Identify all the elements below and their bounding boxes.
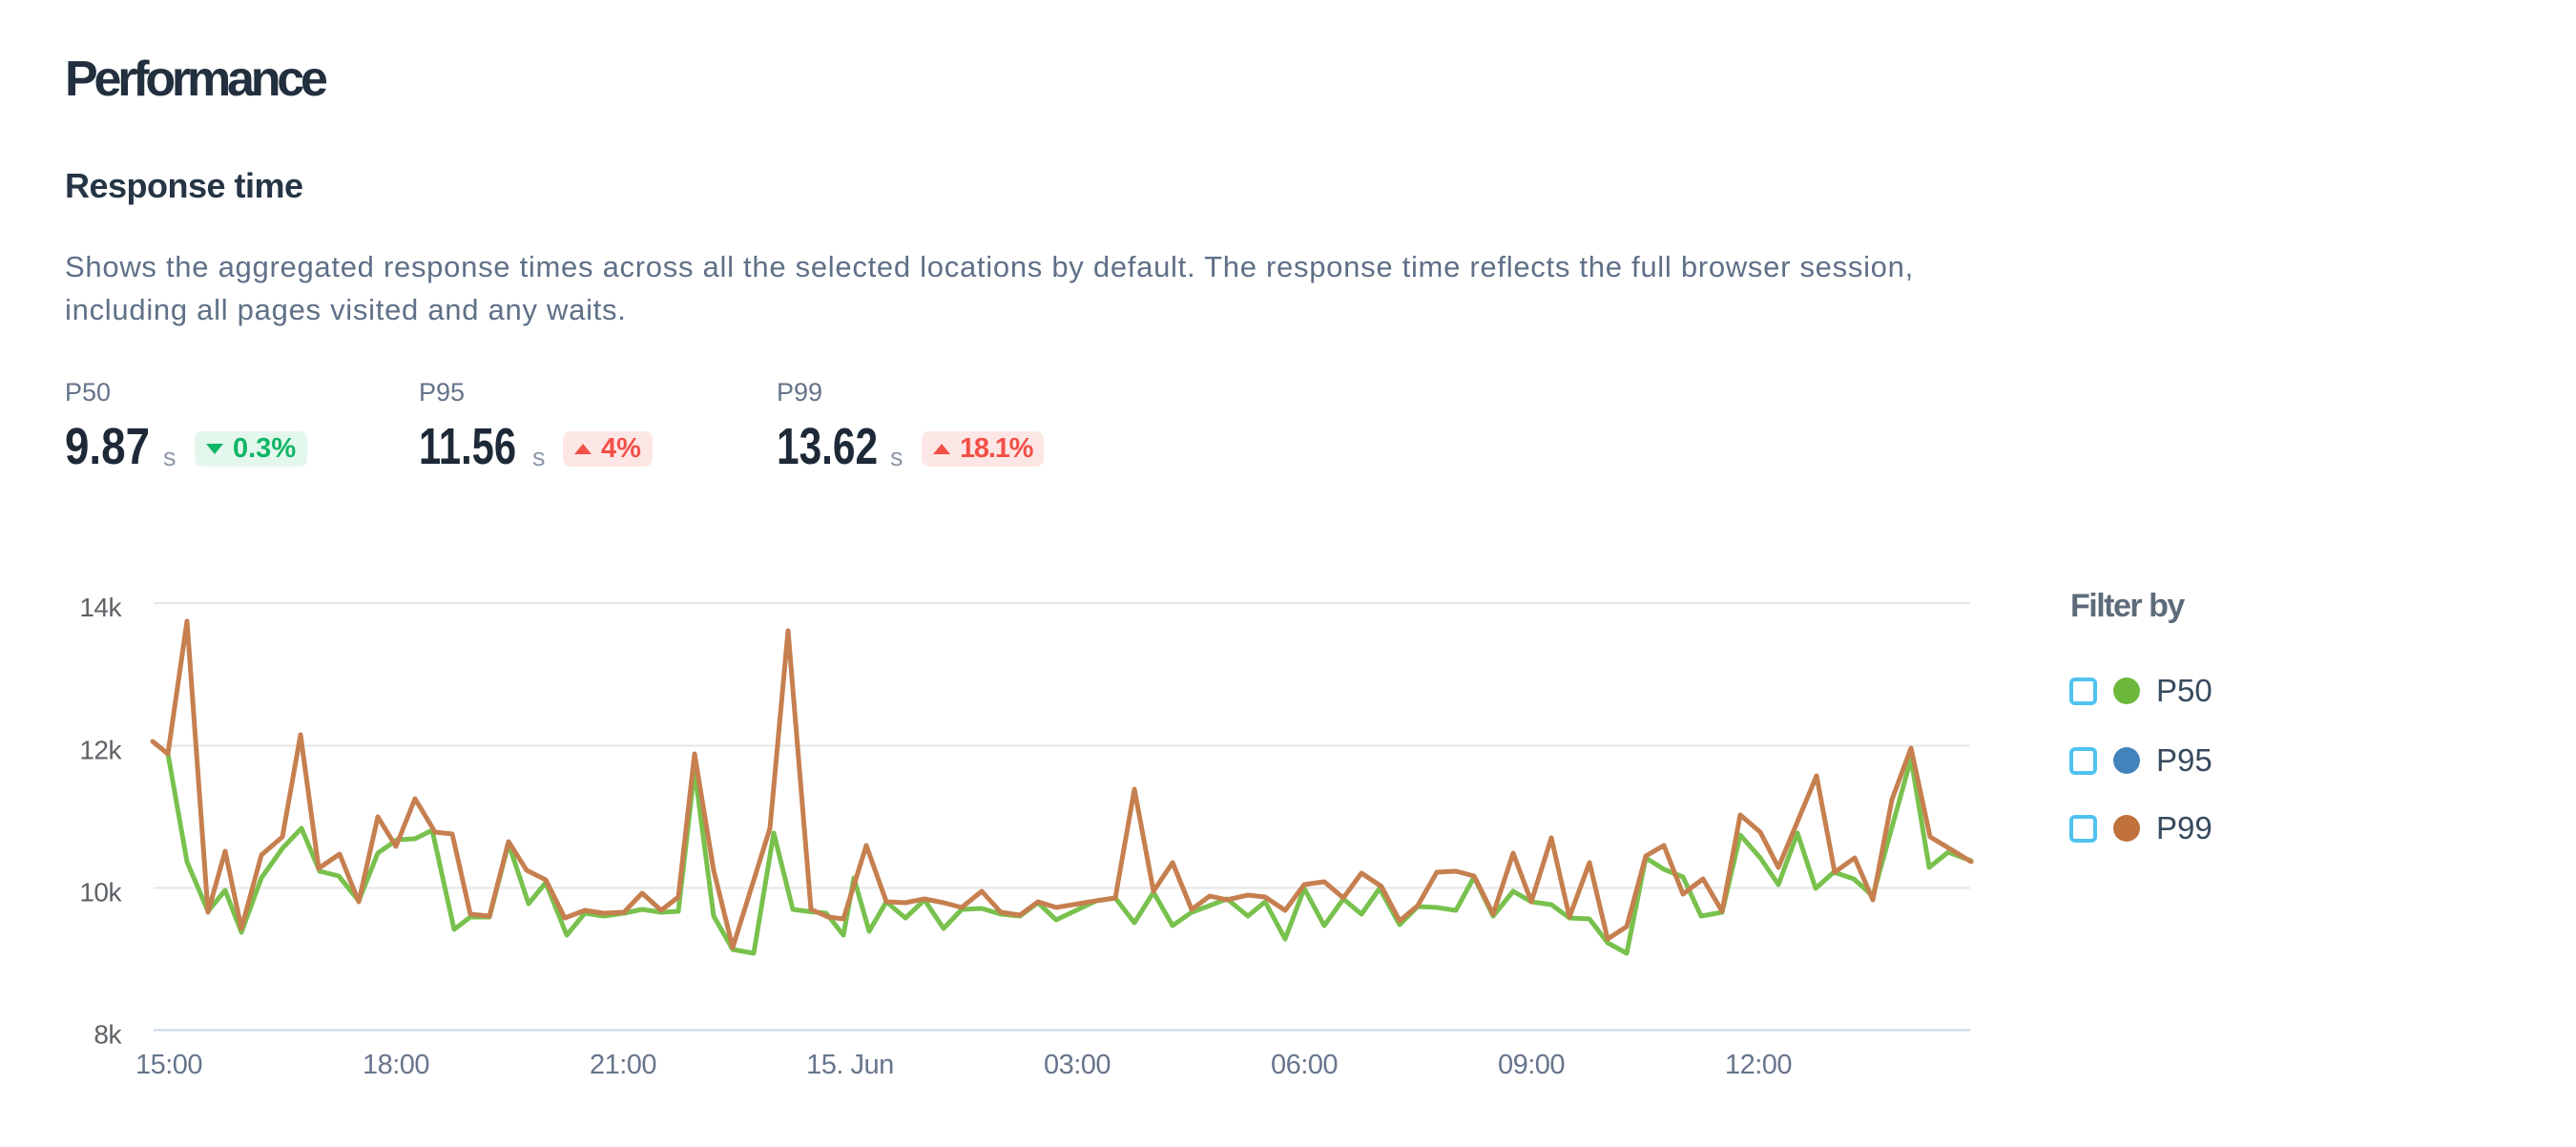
svg-text:8k: 8k — [93, 1020, 122, 1050]
svg-text:06:00: 06:00 — [1271, 1050, 1338, 1080]
svg-text:18:00: 18:00 — [363, 1050, 429, 1080]
svg-text:14k: 14k — [79, 593, 122, 622]
svg-text:21:00: 21:00 — [590, 1050, 656, 1080]
svg-text:03:00: 03:00 — [1044, 1050, 1111, 1080]
svg-text:12k: 12k — [79, 736, 122, 765]
svg-text:15. Jun: 15. Jun — [806, 1050, 894, 1080]
svg-text:10k: 10k — [79, 878, 122, 907]
svg-text:15:00: 15:00 — [135, 1050, 202, 1080]
svg-text:12:00: 12:00 — [1725, 1050, 1792, 1080]
svg-text:09:00: 09:00 — [1498, 1050, 1565, 1080]
